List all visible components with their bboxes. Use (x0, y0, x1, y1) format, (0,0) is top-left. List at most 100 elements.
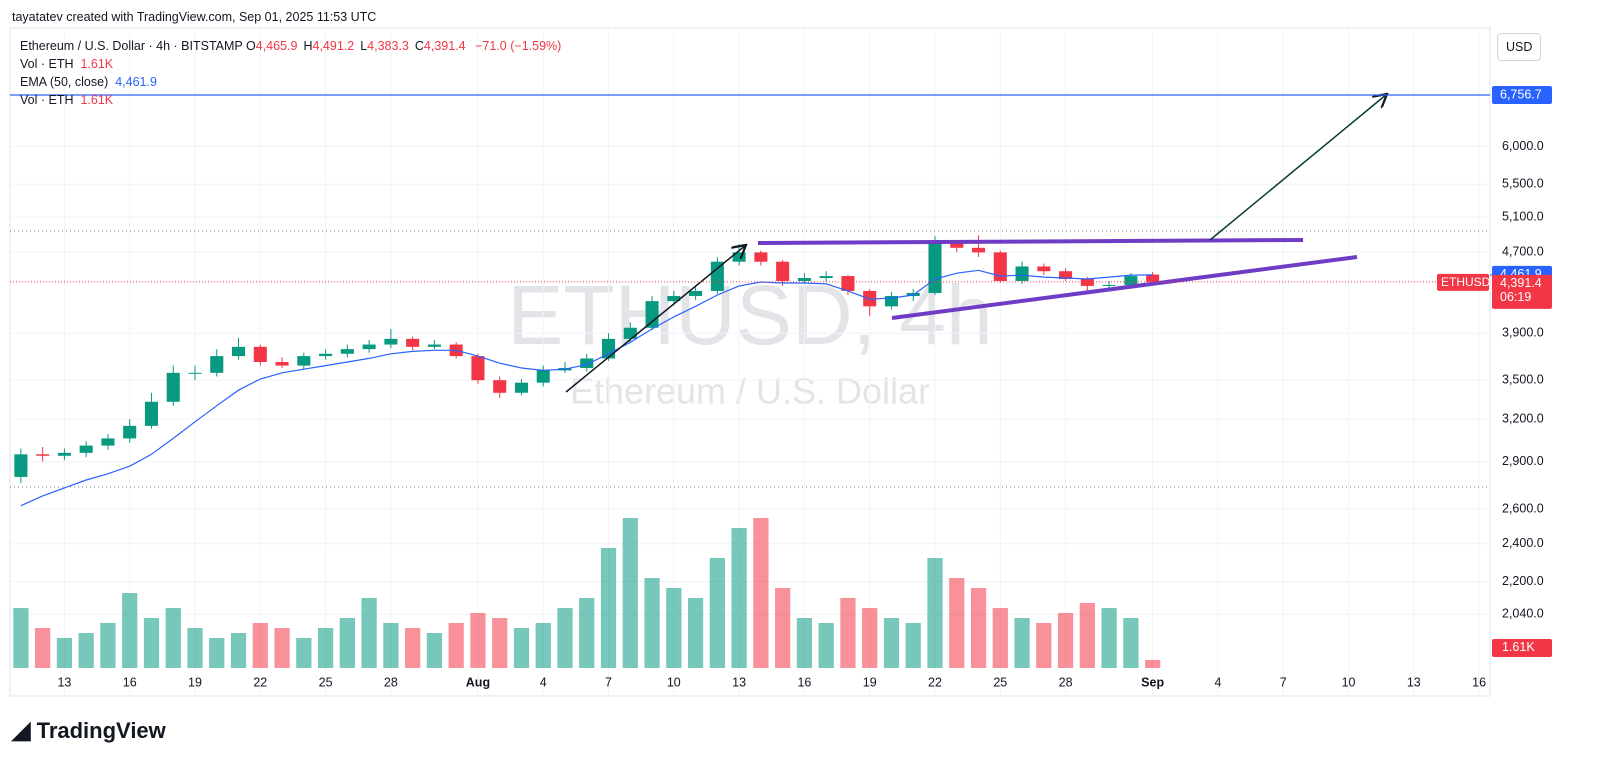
volume-bar (317, 628, 334, 668)
x-tick-label: Aug (466, 675, 490, 689)
candle-body (123, 425, 137, 439)
legend-line: Vol · ETH 1.61K (20, 93, 113, 107)
candle-body (841, 276, 855, 291)
volume-bar (13, 608, 29, 668)
x-tick-label: 7 (1280, 675, 1287, 689)
vol-value: 1.61K (80, 93, 114, 107)
candle-body (1146, 274, 1160, 282)
x-tick-label: 28 (384, 675, 398, 689)
ohlc-value: 4,465.9 (255, 39, 298, 53)
candle-body (340, 349, 354, 354)
candle-body (689, 290, 703, 297)
target-label-bg (1492, 86, 1552, 105)
ohlc-label: H (303, 39, 313, 53)
y-tick-label: 2,040.0 (1502, 607, 1544, 621)
ohlc-label: L (360, 39, 368, 53)
volume-bar (143, 618, 160, 668)
candle-body (319, 353, 333, 357)
y-tick-label: 6,000.0 (1502, 139, 1544, 153)
volume-bar (1036, 623, 1052, 668)
candle-body (297, 356, 311, 366)
resistance-line (757, 238, 1304, 245)
last-price-tag: 4,391.4 (1500, 276, 1542, 290)
last-price-tag-bg (1492, 274, 1552, 309)
x-tick-label: 22 (253, 675, 267, 689)
volume-bar (1014, 618, 1030, 668)
candle-body (558, 367, 572, 371)
candle-body (1102, 284, 1116, 286)
legend-line: Ethereum / U.S. Dollar · 4h · BITSTAMP O… (20, 39, 561, 53)
ema-tag: 4,461.9 (1500, 267, 1542, 281)
legend-line: Vol · ETH 1.61K (20, 57, 113, 71)
y-tick-label: 2,900.0 (1502, 454, 1544, 468)
candle-body (623, 327, 637, 339)
candle-body (950, 243, 964, 248)
volume-bar (165, 608, 181, 668)
x-tick-label: 19 (863, 675, 877, 689)
volume-bar (492, 618, 508, 668)
candle-body (797, 278, 811, 281)
volume-bar (470, 613, 486, 668)
volume-bar (600, 548, 617, 668)
y-tick-label: 3,200.0 (1502, 411, 1544, 425)
volume-bar (35, 628, 51, 668)
y-tick-label: 2,600.0 (1502, 501, 1544, 515)
volume-bar (56, 638, 73, 668)
volume-bar (274, 628, 290, 668)
candle-body (993, 252, 1007, 281)
x-tick-label: 10 (667, 675, 681, 689)
ticker-bg (1437, 273, 1489, 291)
candle-body (232, 346, 246, 357)
volume-bar (644, 578, 660, 668)
change: −71.0 (−1.59%) (475, 39, 562, 53)
volume-bar (731, 528, 747, 668)
candle-body (493, 380, 507, 393)
volume-bar (1101, 608, 1117, 668)
candle-body (57, 452, 71, 456)
candle-body (906, 292, 920, 297)
volume-tag: 1.61K (1502, 640, 1535, 654)
volume-bar (818, 623, 834, 668)
x-tick-label: 25 (319, 675, 333, 689)
target-label: 6,756.7 (1500, 87, 1542, 101)
volume-bar (992, 608, 1008, 668)
candle-body (144, 401, 158, 426)
candle-body (36, 454, 50, 456)
volume-bar (862, 608, 878, 668)
countdown: 06:19 (1500, 290, 1531, 304)
volume-bar (557, 608, 573, 668)
y-tick-label: 5,100.0 (1502, 209, 1544, 223)
candle-body (819, 276, 833, 279)
support-line (891, 255, 1358, 320)
arrow (565, 245, 746, 393)
volume-bar (753, 518, 769, 668)
candle-body (710, 261, 724, 291)
volume-bar (339, 618, 355, 668)
candle-body (754, 252, 768, 262)
candle-body (732, 252, 746, 262)
ema-value: 4,461.9 (115, 75, 157, 89)
vol-label: Vol · ETH (20, 93, 74, 107)
candle-body (210, 356, 224, 373)
x-tick-label: 4 (540, 675, 547, 689)
arrow (1209, 94, 1387, 241)
x-tick-label: 16 (1472, 675, 1486, 689)
volume-bar (709, 558, 725, 668)
candle-body (79, 445, 93, 453)
currency-button[interactable]: USD (1497, 33, 1542, 61)
volume-bar (361, 598, 377, 668)
x-tick-label: 10 (1342, 675, 1356, 689)
candle-body (14, 454, 28, 477)
volume-bar (1123, 618, 1139, 668)
candle-body (776, 261, 790, 281)
candle-body (1124, 276, 1138, 285)
candle-body (166, 372, 180, 402)
pane-border (9, 27, 1491, 697)
candle-body (580, 358, 594, 368)
ohlc: O4,465.9 H4,491.2 L4,383.3 C4,391.4 (246, 39, 472, 53)
volume-tag-bg (1492, 638, 1552, 657)
volume-bar (927, 558, 943, 668)
candle-body (384, 338, 398, 345)
watermark-sub: Ethereum / U.S. Dollar (570, 371, 930, 412)
x-tick-label: 7 (605, 675, 612, 689)
